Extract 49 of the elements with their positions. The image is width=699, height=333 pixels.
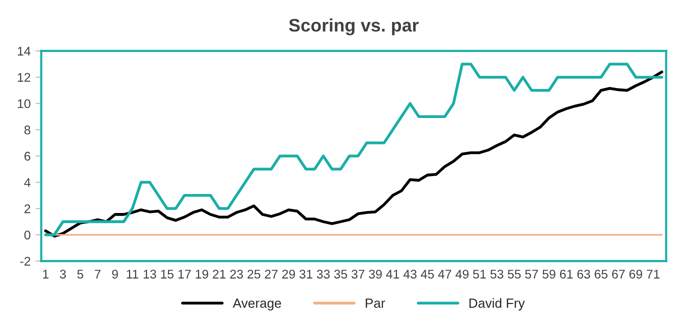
legend-label: David Fry	[469, 298, 525, 310]
legend-label: Average	[232, 298, 282, 310]
x-tick-label: 1	[43, 270, 48, 278]
x-tick-label: 57	[525, 270, 538, 279]
x-tick-label: 65	[594, 270, 608, 279]
x-tick-label: 35	[334, 270, 348, 279]
x-tick-label: 47	[438, 270, 452, 278]
x-tick-label: 13	[144, 270, 156, 279]
x-tick-label: 59	[542, 270, 556, 279]
x-tick-label: 21	[212, 270, 226, 278]
x-tick-label: 3	[60, 270, 66, 279]
x-tick-label: 37	[352, 270, 364, 279]
x-tick-label: 27	[264, 270, 278, 278]
x-tick-label: 25	[248, 270, 260, 279]
x-tick-label: 53	[490, 270, 504, 279]
x-tick-label: 33	[316, 270, 330, 279]
x-tick-label: 17	[178, 270, 191, 278]
x-tick-label: 43	[403, 270, 417, 279]
x-tick-label: 69	[629, 270, 642, 279]
y-tick-label: 12	[18, 73, 30, 82]
x-tick-label: 39	[368, 270, 382, 279]
x-tick-label: 63	[577, 270, 590, 279]
x-tick-label: 41	[386, 270, 400, 278]
x-tick-label: 19	[196, 270, 208, 279]
y-tick-label: 14	[18, 46, 30, 56]
x-tick-label: 15	[161, 270, 174, 279]
y-tick-label: -2	[20, 256, 30, 266]
y-tick-label: 6	[24, 152, 30, 161]
x-tick-label: 31	[299, 270, 312, 279]
y-tick-label: 0	[24, 230, 30, 240]
x-tick-label: 45	[420, 270, 434, 279]
x-tick-label: 7	[94, 270, 101, 278]
y-tick-label: 4	[24, 178, 30, 187]
y-tick-label: 8	[24, 126, 30, 134]
x-tick-label: 9	[112, 270, 118, 279]
x-tick-label: 71	[646, 270, 660, 278]
legend-label: Par	[366, 298, 386, 308]
x-tick-label: 51	[473, 270, 486, 279]
y-tick-label: 2	[24, 204, 30, 214]
x-tick-label: 23	[230, 270, 243, 279]
x-tick-label: 5	[77, 270, 84, 279]
x-tick-label: 29	[282, 270, 295, 279]
x-tick-label: 11	[126, 270, 138, 278]
chart-title: Scoring vs. par	[288, 18, 419, 36]
x-tick-label: 67	[612, 270, 625, 279]
y-tick-label: 10	[18, 99, 30, 108]
x-tick-label: 49	[456, 270, 469, 279]
x-tick-label: 61	[560, 270, 573, 279]
x-tick-label: 55	[508, 270, 521, 279]
